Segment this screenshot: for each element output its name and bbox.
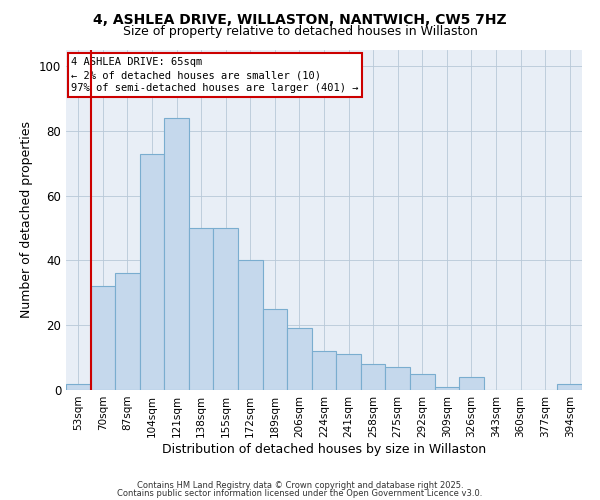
- Bar: [214, 228, 238, 390]
- Text: Contains HM Land Registry data © Crown copyright and database right 2025.: Contains HM Land Registry data © Crown c…: [137, 481, 463, 490]
- Bar: [189, 228, 214, 390]
- Bar: [557, 384, 582, 390]
- Bar: [66, 384, 91, 390]
- Bar: [410, 374, 434, 390]
- Bar: [140, 154, 164, 390]
- Text: Size of property relative to detached houses in Willaston: Size of property relative to detached ho…: [122, 25, 478, 38]
- Bar: [238, 260, 263, 390]
- Bar: [287, 328, 312, 390]
- Bar: [164, 118, 189, 390]
- Bar: [434, 387, 459, 390]
- Bar: [312, 351, 336, 390]
- Bar: [361, 364, 385, 390]
- Text: 4 ASHLEA DRIVE: 65sqm
← 2% of detached houses are smaller (10)
97% of semi-detac: 4 ASHLEA DRIVE: 65sqm ← 2% of detached h…: [71, 57, 359, 93]
- Bar: [385, 368, 410, 390]
- Bar: [115, 274, 140, 390]
- Text: 4, ASHLEA DRIVE, WILLASTON, NANTWICH, CW5 7HZ: 4, ASHLEA DRIVE, WILLASTON, NANTWICH, CW…: [93, 12, 507, 26]
- Y-axis label: Number of detached properties: Number of detached properties: [20, 122, 34, 318]
- Bar: [336, 354, 361, 390]
- X-axis label: Distribution of detached houses by size in Willaston: Distribution of detached houses by size …: [162, 442, 486, 456]
- Text: Contains public sector information licensed under the Open Government Licence v3: Contains public sector information licen…: [118, 488, 482, 498]
- Bar: [459, 377, 484, 390]
- Bar: [91, 286, 115, 390]
- Bar: [263, 309, 287, 390]
